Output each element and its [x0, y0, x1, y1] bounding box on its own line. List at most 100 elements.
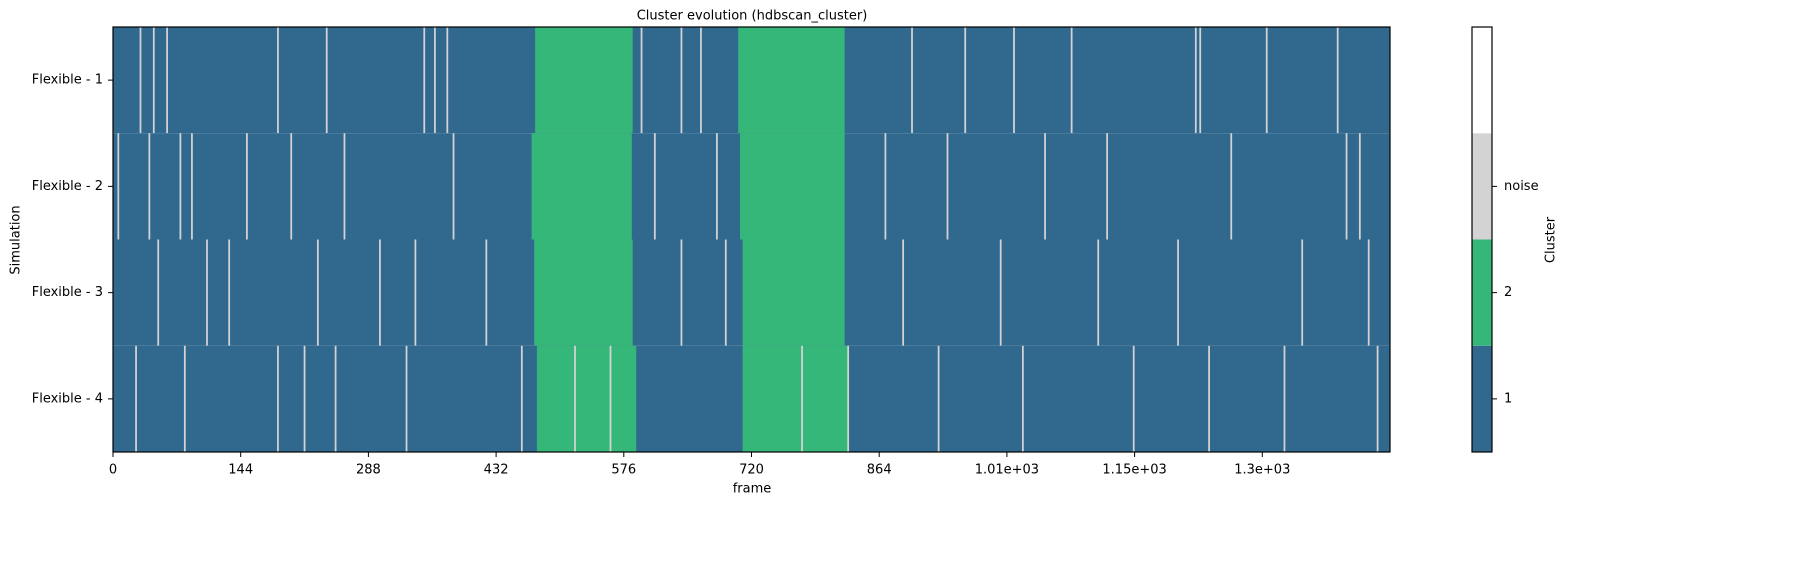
- heatmap-span: [379, 239, 381, 346]
- heatmap-span: [937, 345, 940, 452]
- heatmap-span: [640, 27, 643, 134]
- heatmap-span: [1301, 239, 1304, 346]
- heatmap-span: [535, 27, 633, 134]
- heatmap-span: [1358, 133, 1361, 240]
- heatmap-span: [139, 27, 142, 134]
- heatmap-span: [316, 239, 319, 346]
- colorbar-segment: [1472, 27, 1492, 134]
- heatmap-span: [716, 133, 718, 240]
- y-tick-label: Flexible - 3: [32, 285, 103, 300]
- heatmap-span: [423, 27, 426, 134]
- heatmap-span: [739, 133, 845, 240]
- heatmap-span: [228, 239, 231, 346]
- colorbar-segment: [1472, 133, 1492, 240]
- x-tick-label: 864: [867, 463, 892, 478]
- x-axis-label: frame: [733, 482, 772, 497]
- heatmap-span: [277, 345, 279, 452]
- colorbar-tick-label: 2: [1504, 285, 1512, 300]
- heatmap-span: [148, 133, 151, 240]
- heatmap-span: [700, 27, 702, 134]
- heatmap-span: [680, 239, 683, 346]
- heatmap-span: [738, 27, 845, 134]
- heatmap-span: [325, 27, 328, 134]
- colorbar-segment: [1472, 345, 1492, 452]
- heatmap-span: [1230, 133, 1233, 240]
- heatmap-span: [334, 345, 337, 452]
- heatmap-span: [1132, 345, 1135, 452]
- heatmap-span: [742, 345, 850, 452]
- colorbar-frame: [1471, 26, 1493, 453]
- heatmap-span: [1097, 239, 1100, 346]
- heatmap-span: [343, 133, 346, 240]
- heatmap-span: [847, 345, 850, 452]
- heatmap-span: [452, 133, 455, 240]
- x-tick-label: 1.3e+03: [1234, 463, 1290, 478]
- heatmap-span: [1194, 27, 1197, 134]
- heatmap-span: [206, 239, 208, 346]
- heatmap-span: [1044, 133, 1046, 240]
- heatmap-span: [1021, 345, 1024, 452]
- heatmap-span: [152, 27, 155, 134]
- heatmap-span: [574, 345, 576, 452]
- heatmap-span: [246, 133, 248, 240]
- heatmap-span: [1336, 27, 1339, 134]
- heatmap-span: [534, 239, 633, 346]
- heatmap-span: [1345, 133, 1348, 240]
- heatmap-span: [902, 239, 905, 346]
- heatmap-span: [1199, 27, 1202, 134]
- heatmap-span: [742, 239, 845, 346]
- heatmap-span: [964, 27, 967, 134]
- x-tick-label: 288: [356, 463, 381, 478]
- heatmap-span: [884, 133, 887, 240]
- colorbar-tick-label: noise: [1504, 179, 1539, 194]
- heatmap-span: [157, 239, 160, 346]
- heatmap-span: [183, 345, 186, 452]
- heatmap-span: [1013, 27, 1015, 134]
- heatmap-span: [609, 345, 612, 452]
- heatmap-span: [946, 133, 949, 240]
- heatmap-span: [536, 345, 637, 452]
- heatmap-span: [680, 27, 683, 134]
- heatmap-span: [414, 239, 417, 346]
- y-tick-label: Flexible - 4: [32, 391, 103, 406]
- x-tick-label: 432: [484, 463, 509, 478]
- heatmap-span: [724, 239, 727, 346]
- y-tick-label: Flexible - 1: [32, 73, 103, 88]
- x-tick-label: 0: [109, 463, 117, 478]
- heatmap-span: [405, 345, 408, 452]
- y-axis-label: Simulation: [9, 205, 24, 274]
- heatmap-span: [1367, 239, 1370, 346]
- heatmap-span: [117, 133, 120, 240]
- colorbar-segment: [1472, 239, 1492, 346]
- heatmap-span: [520, 345, 523, 452]
- chart-title: Cluster evolution (hdbscan_cluster): [637, 9, 868, 24]
- heatmap-span: [277, 27, 279, 134]
- heatmap-span: [1376, 345, 1379, 452]
- heatmap-span: [531, 133, 632, 240]
- x-tick-label: 720: [739, 463, 764, 478]
- x-tick-label: 1.15e+03: [1102, 463, 1166, 478]
- heatmap-span: [1208, 345, 1210, 452]
- colorbar-tick-label: 1: [1504, 391, 1512, 406]
- heatmap-span: [1177, 239, 1179, 346]
- heatmap-span: [911, 27, 913, 134]
- heatmap-span: [1283, 345, 1286, 452]
- x-tick-label: 144: [228, 463, 253, 478]
- heatmap-span: [446, 27, 449, 134]
- heatmap-span: [135, 345, 137, 452]
- heatmap-span: [303, 345, 306, 452]
- heatmap-span: [999, 239, 1002, 346]
- heatmap-span: [290, 133, 293, 240]
- heatmap-span: [1265, 27, 1268, 134]
- heatmap-span: [191, 133, 193, 240]
- heatmap-span: [179, 133, 182, 240]
- heatmap-span: [485, 239, 488, 346]
- heatmap-span: [1070, 27, 1073, 134]
- x-tick-label: 576: [611, 463, 636, 478]
- colorbar-label: Cluster: [1544, 216, 1559, 263]
- y-tick-label: Flexible - 2: [32, 179, 103, 194]
- heatmap-span: [1106, 133, 1108, 240]
- x-tick-label: 1.01e+03: [975, 463, 1039, 478]
- heatmap-span: [801, 345, 803, 452]
